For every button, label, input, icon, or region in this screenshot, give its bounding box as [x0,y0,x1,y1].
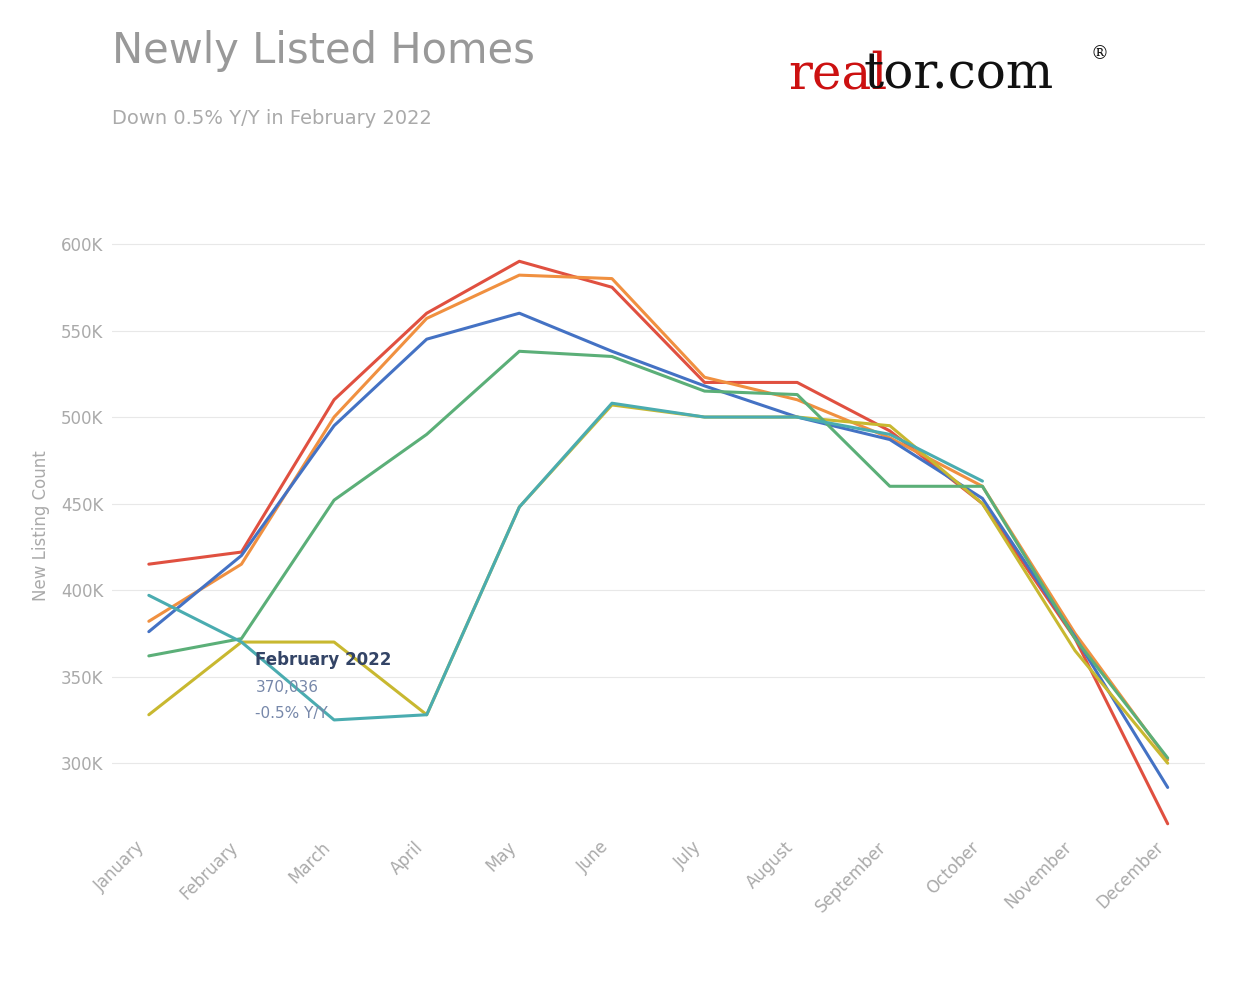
Text: tor.com: tor.com [863,50,1053,99]
Text: -0.5% Y/Y: -0.5% Y/Y [256,706,328,721]
Text: real: real [789,50,888,99]
Text: ®: ® [1090,45,1108,62]
Text: February 2022: February 2022 [256,651,391,669]
Text: 370,036: 370,036 [256,680,318,695]
Text: Newly Listed Homes: Newly Listed Homes [112,30,534,71]
Text: Down 0.5% Y/Y in February 2022: Down 0.5% Y/Y in February 2022 [112,109,432,128]
Y-axis label: New Listing Count: New Listing Count [32,450,50,601]
